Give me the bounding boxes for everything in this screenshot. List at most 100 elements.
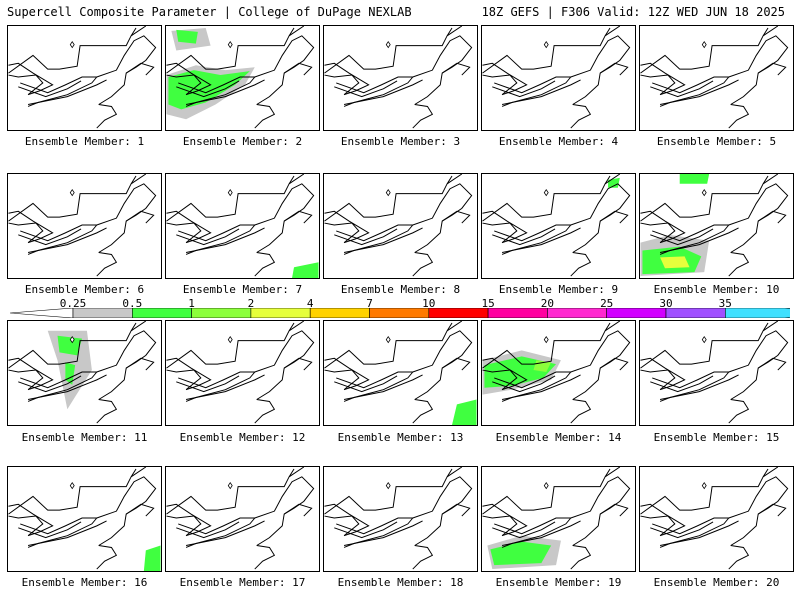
map-outline	[334, 80, 398, 98]
map-outline	[254, 104, 276, 129]
location-diamond-marker	[227, 481, 233, 490]
map-outline	[27, 374, 107, 400]
map-outline	[334, 375, 398, 393]
map-outline	[343, 374, 423, 400]
ensemble-member-map-panel	[639, 320, 794, 426]
ensemble-member-caption: Ensemble Member: 19	[495, 576, 622, 589]
colorbar-segment	[665, 308, 726, 318]
map-outline	[501, 374, 581, 400]
map-outline	[343, 520, 423, 546]
map-outline	[8, 27, 137, 74]
map-outline	[570, 252, 592, 277]
ensemble-member-map-panel	[165, 466, 320, 572]
map-outline	[599, 357, 629, 371]
map-outline	[757, 503, 787, 517]
ensemble-member-map-panel	[481, 466, 636, 572]
map-outline	[599, 210, 629, 224]
location-diamond-marker	[385, 481, 391, 490]
map-outline	[762, 26, 779, 37]
map-outline	[412, 35, 473, 105]
map-outline	[762, 321, 779, 332]
ensemble-member-map-panel	[7, 320, 162, 426]
map-outline	[288, 26, 305, 37]
scp-shaded-region	[292, 262, 319, 278]
colorbar-segment	[487, 308, 548, 318]
ensemble-member-caption: Ensemble Member: 16	[21, 576, 148, 589]
ensemble-member-caption: Ensemble Member: 8	[340, 283, 461, 296]
location-diamond-marker	[543, 335, 549, 344]
map-outline	[757, 357, 787, 371]
colorbar-segment	[547, 308, 608, 318]
location-diamond-marker	[701, 335, 707, 344]
map-outline	[659, 227, 739, 253]
ensemble-member-map-panel	[323, 25, 478, 131]
ensemble-member-map-panel	[7, 25, 162, 131]
location-diamond-marker	[227, 188, 233, 197]
map-outline	[412, 399, 434, 424]
map-outline	[324, 322, 453, 369]
ensemble-member-map-panel	[639, 466, 794, 572]
location-diamond-marker	[69, 481, 75, 490]
map-outline	[283, 357, 313, 371]
map-outline	[570, 35, 631, 105]
location-diamond-marker	[69, 335, 75, 344]
map-outline	[604, 174, 621, 185]
ensemble-member-caption: Ensemble Member: 15	[653, 431, 780, 444]
ensemble-member-map-panel	[165, 25, 320, 131]
map-outline	[659, 520, 739, 546]
scp-shading	[143, 545, 161, 571]
colorbar-segment	[191, 308, 252, 318]
colorbar-tick-label: 7	[366, 297, 373, 310]
map-outline	[599, 503, 629, 517]
map-outline	[8, 175, 137, 222]
map-outline	[254, 252, 276, 277]
map-outline	[659, 79, 739, 105]
scp-shaded-region	[168, 70, 250, 110]
map-outline	[650, 375, 714, 393]
map-outline	[96, 252, 118, 277]
ensemble-member-map-panel	[481, 25, 636, 131]
map-outline	[125, 210, 155, 224]
map-outline	[125, 62, 155, 76]
map-outline	[130, 321, 147, 332]
map-outline	[288, 174, 305, 185]
map-outline	[640, 175, 769, 222]
map-outline	[757, 62, 787, 76]
ensemble-member-map-panel	[481, 173, 636, 279]
location-diamond-marker	[543, 188, 549, 197]
map-outline	[728, 104, 750, 129]
location-diamond-marker	[543, 481, 549, 490]
map-outline	[640, 468, 769, 515]
map-outline	[762, 174, 779, 185]
map-outline	[130, 174, 147, 185]
ensemble-member-map-panel	[7, 466, 162, 572]
location-diamond-marker	[69, 188, 75, 197]
ensemble-member-map-panel	[323, 320, 478, 426]
map-outline	[728, 330, 789, 400]
map-outline	[728, 545, 750, 570]
colorbar-segment	[369, 308, 430, 318]
map-outline	[501, 520, 581, 546]
map-outline	[130, 26, 147, 37]
map-outline	[18, 228, 82, 246]
map-outline	[27, 227, 107, 253]
location-diamond-marker	[701, 40, 707, 49]
scp-shaded-region	[660, 256, 690, 269]
location-diamond-marker	[701, 188, 707, 197]
map-outline	[334, 228, 398, 246]
map-outline	[501, 227, 581, 253]
location-diamond-marker	[385, 335, 391, 344]
map-outline	[482, 468, 611, 515]
map-outline	[570, 104, 592, 129]
location-diamond-marker	[69, 40, 75, 49]
map-outline	[762, 467, 779, 478]
map-outline	[96, 476, 157, 546]
colorbar-tick-label: 20	[540, 297, 555, 310]
map-outline	[570, 399, 592, 424]
map-outline	[441, 210, 471, 224]
map-outline	[650, 521, 714, 539]
map-outline	[18, 375, 82, 393]
map-outline	[728, 476, 789, 546]
scp-shaded-region	[57, 335, 83, 356]
ensemble-member-caption: Ensemble Member: 6	[24, 283, 145, 296]
